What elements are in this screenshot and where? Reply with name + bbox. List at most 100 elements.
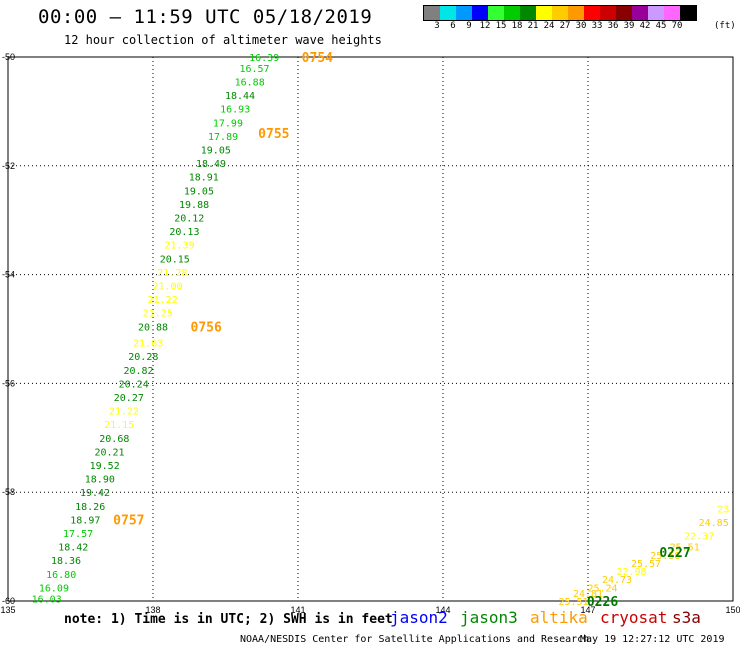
- y-tick-label: -52: [2, 161, 15, 171]
- swh-label-jason3: 21.22: [109, 407, 139, 418]
- swh-label-jason3: 18.49: [196, 159, 226, 170]
- colorbar-swatch: [536, 6, 552, 20]
- swh-label-jason3: 17.99: [213, 118, 243, 129]
- swh-label-jason3: 20.24: [119, 379, 149, 390]
- x-tick-label: 147: [580, 605, 595, 615]
- swh-label-jason3: 18.97: [70, 515, 100, 526]
- time-label: 0227: [659, 546, 690, 561]
- colorbar-label: 27: [559, 21, 571, 31]
- swh-label-altika: 22.37: [684, 532, 714, 543]
- swh-label-altika: 25.24: [587, 583, 617, 594]
- y-tick-label: -54: [2, 270, 15, 280]
- swh-label-altika: 24.73: [602, 575, 632, 586]
- colorbar-label: 15: [495, 21, 507, 31]
- swh-label-jason3: 16.39: [249, 53, 279, 64]
- swh-label-jason3: 21.28: [157, 268, 187, 279]
- swh-label-jason3: 18.26: [75, 502, 105, 513]
- x-tick-label: 135: [0, 605, 15, 615]
- swh-label-jason3: 17.57: [63, 529, 93, 540]
- swh-label-jason3: 21.25: [143, 309, 173, 320]
- swh-label-jason3: 20.68: [99, 434, 129, 445]
- swh-label-jason3: 18.42: [58, 543, 88, 554]
- swh-label-jason3: 20.88: [138, 322, 168, 333]
- colorbar-swatch: [584, 6, 600, 20]
- swh-label-altika: 25.51: [558, 597, 588, 608]
- colorbar-swatch: [552, 6, 568, 20]
- colorbar-swatch: [440, 6, 456, 20]
- swh-label-altika: 22.98: [616, 567, 646, 578]
- swh-label-jason3: 19.52: [90, 461, 120, 472]
- colorbar-swatch: [424, 6, 440, 20]
- swh-label-jason3: 20.27: [114, 393, 144, 404]
- swh-label-jason3: 20.82: [123, 366, 153, 377]
- swh-label-altika: 24.81: [573, 589, 603, 600]
- credit-text: NOAA/NESDIS Center for Satellite Applica…: [240, 634, 590, 645]
- swh-label-altika: 25.57: [631, 559, 661, 570]
- swh-label-jason3: 20.21: [94, 447, 124, 458]
- colorbar-label: 30: [575, 21, 587, 31]
- swh-label-jason3: 16.09: [39, 583, 69, 594]
- x-tick-label: 141: [290, 605, 305, 615]
- swh-label-jason3: 16.93: [220, 105, 250, 116]
- footer-note: note: 1) Time is in UTC; 2) SWH is in fe…: [64, 612, 393, 627]
- swh-label-jason3: 20.15: [160, 254, 190, 265]
- colorbar-label: 24: [543, 21, 555, 31]
- satellite-cryosat: cryosat: [600, 608, 668, 627]
- swh-label-jason3: 21.22: [148, 295, 178, 306]
- swh-label-jason3: 19.05: [184, 186, 214, 197]
- colorbar-label: 9: [466, 21, 472, 31]
- colorbar-swatch: [600, 6, 616, 20]
- y-tick-label: -60: [2, 596, 15, 606]
- colorbar-label: 39: [623, 21, 635, 31]
- colorbar-unit: (ft): [714, 21, 736, 31]
- colorbar-label: 45: [655, 21, 667, 31]
- colorbar-label: 42: [639, 21, 651, 31]
- colorbar-swatch: [616, 6, 632, 20]
- colorbar-label: 36: [607, 21, 619, 31]
- swh-label-jason3: 16.03: [32, 594, 62, 605]
- satellite-altika: altika: [530, 608, 588, 627]
- swh-label-jason3: 19.42: [80, 488, 110, 499]
- swh-label-jason3: 16.57: [239, 64, 269, 75]
- swh-label-jason3: 21.39: [165, 241, 195, 252]
- satellite-jason3: jason3: [460, 608, 518, 627]
- swh-label-altika: 24.85: [699, 518, 729, 529]
- colorbar-swatch: [504, 6, 520, 20]
- colorbar-label: 21: [527, 21, 539, 31]
- x-tick-label: 150: [725, 605, 740, 615]
- y-tick-label: -50: [2, 52, 15, 62]
- swh-label-jason3: 18.36: [51, 556, 81, 567]
- time-label: 0755: [258, 127, 289, 142]
- swh-label-jason3: 17.89: [208, 132, 238, 143]
- colorbar-swatch: [680, 6, 696, 20]
- swh-label-jason3: 19.88: [179, 200, 209, 211]
- colorbar-label: 18: [511, 21, 523, 31]
- colorbar-swatch: [472, 6, 488, 20]
- swh-label-jason3: 18.44: [225, 91, 255, 102]
- wave-height-colorbar: [423, 5, 697, 21]
- swh-label-jason3: 18.91: [189, 173, 219, 184]
- swh-label-jason3: 16.80: [46, 570, 76, 581]
- satellite-s3a: s3a: [672, 608, 701, 627]
- timestamp: May 19 12:27:12 UTC 2019: [580, 634, 725, 645]
- colorbar-label: 3: [434, 21, 440, 31]
- colorbar-label: 12: [479, 21, 491, 31]
- time-label: 0756: [191, 320, 222, 335]
- x-tick-label: 138: [145, 605, 160, 615]
- swh-label-jason3: 21.00: [152, 281, 182, 292]
- colorbar-swatch: [632, 6, 648, 20]
- swh-label-jason3: 19.05: [201, 145, 231, 156]
- swh-label-jason3: 20.28: [128, 352, 158, 363]
- time-label: 0754: [302, 51, 333, 66]
- swh-label-jason3: 16.88: [235, 77, 265, 88]
- colorbar-label: 6: [450, 21, 456, 31]
- colorbar-swatch: [456, 6, 472, 20]
- chart-title: 00:00 – 11:59 UTC 05/18/2019: [38, 6, 373, 28]
- colorbar-swatch: [648, 6, 664, 20]
- time-label: 0226: [587, 595, 618, 610]
- swh-label-jason3: 20.13: [169, 227, 199, 238]
- colorbar-swatch: [488, 6, 504, 20]
- colorbar-swatch: [664, 6, 680, 20]
- swh-label-jason3: 21.15: [104, 420, 134, 431]
